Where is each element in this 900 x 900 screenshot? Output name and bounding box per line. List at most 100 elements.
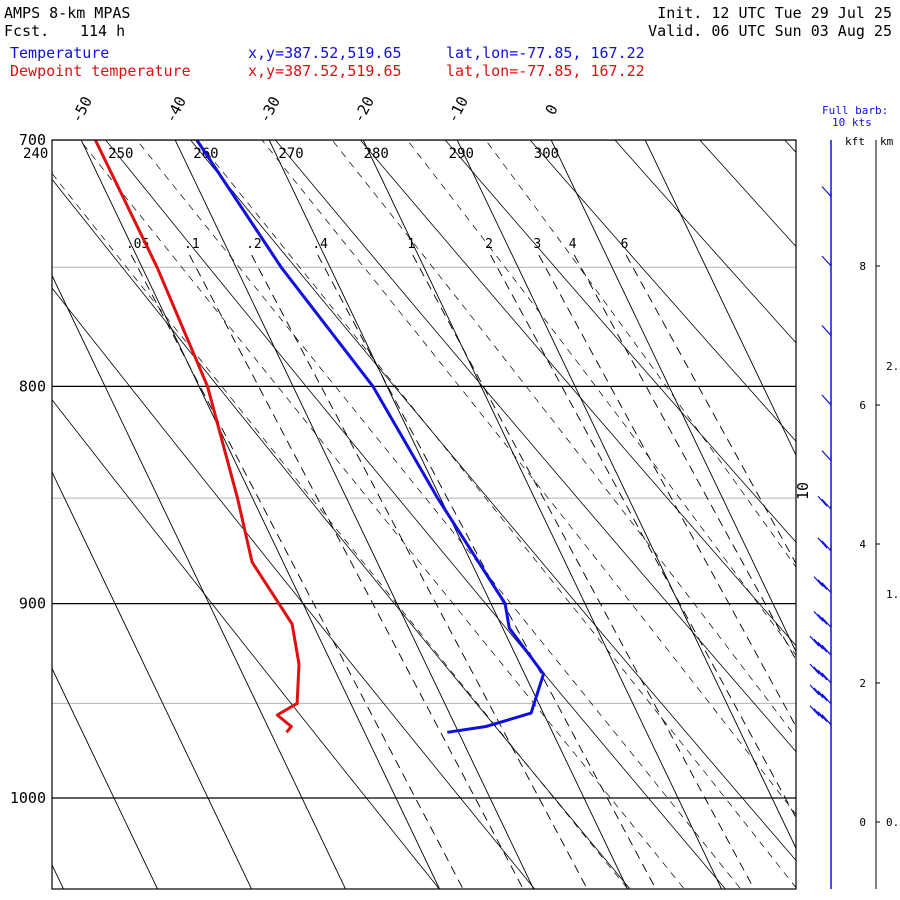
- moist-adiabat: [79, 140, 684, 889]
- wind-barb-flag: [809, 663, 820, 675]
- isotherm-label: -40: [161, 93, 190, 125]
- wind-barb-flag: [817, 641, 828, 653]
- dry-adiabat: [274, 140, 796, 753]
- kft-tick-label: 8: [859, 260, 866, 273]
- wind-barb-flag: [813, 687, 824, 699]
- moist-adiabat: [261, 140, 796, 816]
- wind-barb-flag: [809, 635, 820, 647]
- dry-adiabat-label: 250: [108, 146, 133, 162]
- wind-barb-flag: [817, 537, 828, 549]
- dry-adiabat: [105, 140, 726, 889]
- wind-barb-flag: [821, 498, 832, 510]
- wind-barb-flag: [813, 638, 824, 650]
- wind-barb-flag: [813, 576, 824, 588]
- wind-barb-flag: [817, 495, 828, 507]
- wind-barb-flag: [813, 610, 824, 622]
- mixing-ratio-label: 6: [621, 237, 629, 252]
- isotherm: [52, 274, 347, 889]
- wind-barb-flag: [821, 186, 832, 197]
- wind-barb-flag: [821, 644, 832, 656]
- wind-barb-flag: [817, 711, 828, 723]
- wind-barb-flag: [821, 450, 832, 462]
- mixing-ratio-label: .1: [184, 237, 200, 252]
- wind-barb-flag: [813, 666, 824, 678]
- wind-barb-flag: [817, 613, 828, 625]
- wind-barb-flag: [817, 579, 828, 591]
- barb-legend-title: Full barb:: [822, 104, 888, 117]
- mixing-ratio-line: [412, 254, 755, 889]
- mixing-ratio-line: [625, 254, 796, 565]
- plot-frame: [51, 139, 797, 890]
- wind-barb-flag: [821, 672, 832, 684]
- legend-dewpoint: Dewpoint temperature: [10, 62, 191, 80]
- mixing-ratio-line: [189, 254, 524, 889]
- isotherm: [362, 140, 723, 889]
- dry-adiabat-label: 270: [278, 146, 303, 162]
- mixing-ratio-label: 1: [407, 237, 415, 252]
- wind-barb-flag: [821, 714, 832, 726]
- moist-adiabat: [406, 140, 796, 656]
- wind-barb-flag: [813, 708, 824, 720]
- temperature-profile: [195, 140, 545, 734]
- legend-temperature: Temperature: [10, 44, 110, 62]
- isotherm: [52, 470, 253, 889]
- isotherm: [174, 140, 535, 889]
- wind-barb-flag: [817, 669, 828, 681]
- mixing-ratio-line: [251, 254, 588, 889]
- km-tick-label: 2.: [886, 360, 899, 373]
- mixing-ratio-line: [538, 254, 796, 728]
- km-tick-label: 1.: [886, 588, 899, 601]
- isotherm: [456, 140, 796, 850]
- dry-adiabat: [614, 140, 796, 344]
- dry-adiabat-label: 300: [534, 146, 559, 162]
- moist-adiabat: [331, 140, 796, 738]
- dry-adiabat: [444, 140, 796, 543]
- isotherm-label: -30: [255, 93, 284, 125]
- isotherm-label: -60: [0, 93, 2, 125]
- pressure-label: 800: [19, 377, 46, 395]
- wind-barb-flag: [821, 394, 832, 406]
- isotherm-label: 0: [542, 101, 562, 117]
- mixing-ratio-label: 3: [533, 237, 541, 252]
- mixing-ratio-label: .4: [312, 237, 328, 252]
- km-label: km: [880, 135, 894, 148]
- dry-adiabat: [699, 140, 796, 248]
- kft-tick-label: 2: [859, 677, 866, 690]
- moist-adiabat: [485, 140, 796, 568]
- kft-tick-label: 6: [859, 399, 866, 412]
- isotherm-label: -20: [349, 93, 378, 125]
- forecast-label: Fcst.: [4, 22, 50, 40]
- kft-label: kft: [845, 135, 865, 148]
- dry-adiabat: [52, 399, 440, 889]
- dry-adiabat: [529, 140, 796, 442]
- wind-barb-flag: [817, 690, 828, 702]
- moist-adiabat: [136, 140, 741, 889]
- barb-legend-speed: 10 kts: [832, 116, 872, 129]
- mixing-ratio-label: 2: [485, 237, 493, 252]
- dewpoint-profile: [93, 140, 301, 734]
- dry-adiabat: [359, 140, 796, 647]
- kft-tick-label: 0: [859, 816, 866, 829]
- dewpoint-latlon: lat,lon=-77.85, 167.22: [446, 62, 645, 80]
- kft-tick-label: 4: [859, 538, 866, 551]
- temperature-latlon: lat,lon=-77.85, 167.22: [446, 44, 645, 62]
- wind-barb-flag: [821, 616, 832, 628]
- wind-barb-flag: [821, 693, 832, 705]
- isotherm: [52, 667, 159, 889]
- moist-adiabat: [196, 140, 796, 889]
- mixing-ratio-label: 4: [569, 237, 577, 252]
- isotherm: [80, 140, 441, 889]
- wind-barb-flag: [821, 582, 832, 594]
- mixing-ratio-line: [490, 254, 796, 819]
- init-time: Init. 12 UTC Tue 29 Jul 25: [657, 4, 892, 22]
- dry-adiabat-label: 290: [449, 146, 474, 162]
- mixing-ratio-line: [130, 254, 464, 889]
- isotherm-label: -10: [443, 93, 472, 125]
- temperature-xy: x,y=387.52,519.65: [248, 44, 402, 62]
- dry-adiabat-label: 240: [23, 146, 48, 162]
- valid-time: Valid. 06 UTC Sun 03 Aug 25: [648, 22, 892, 40]
- wind-barb-flag: [821, 540, 832, 552]
- forecast-hour: 114 h: [80, 22, 126, 40]
- km-tick-label: 0.: [886, 816, 899, 829]
